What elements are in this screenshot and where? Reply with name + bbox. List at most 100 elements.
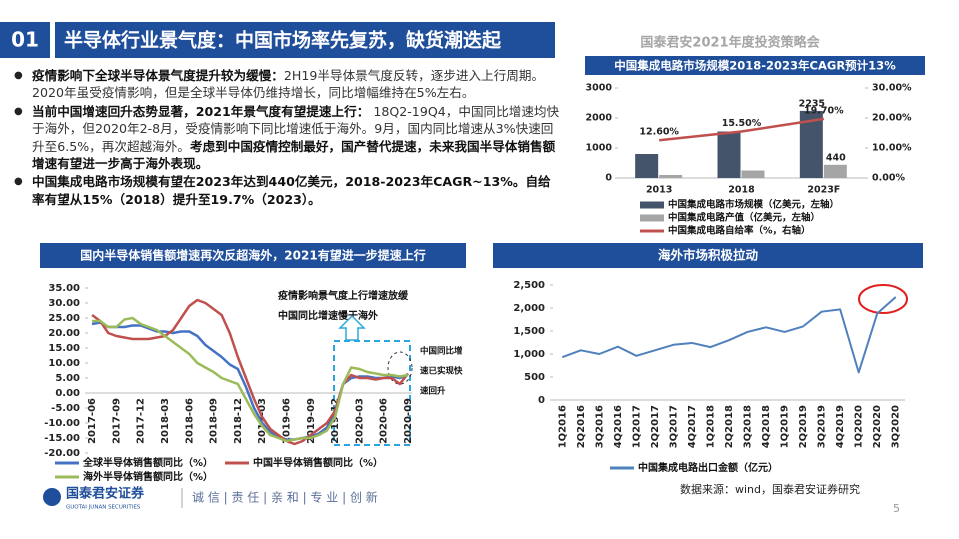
x-tick-label: 4Q2018 [761, 405, 772, 448]
x-tick-label: 2019-03 [257, 398, 268, 444]
annotation: 速回升 [420, 386, 446, 397]
y-tick-label: -20.00 [44, 448, 80, 459]
chart-title-bar [40, 243, 466, 268]
y-tick-label: 15.00 [48, 343, 80, 354]
bar [659, 175, 683, 178]
bullet-text: 中国集成电路市场规模有望在2023年达到440亿美元，2018-2023年CAG… [32, 174, 551, 207]
y-tick-label: 2,500 [513, 280, 545, 291]
chart-title: 中国集成电路市场规模2018-2023年CAGR预计13% [614, 59, 896, 73]
legend-label: 中国集成电路出口金额（亿元） [638, 461, 778, 474]
x-tick-label: 2018-03 [160, 398, 171, 444]
bullet: 当前中国增速回升态势显著，2021年景气度有望提速上行： 18Q2-19Q4，中… [14, 103, 562, 173]
section-number: 01 [11, 28, 39, 52]
y-tick-label: 10.00% [872, 143, 912, 154]
page-number: 5 [893, 502, 900, 515]
logo-text: 国泰君安证券 [66, 486, 145, 502]
x-tick-label: 4Q2017 [687, 405, 698, 448]
event-name: 国泰君安2021年度投资策略会 [640, 35, 820, 51]
annotation: 中国同比增 [420, 346, 463, 357]
y-tick-label: 1000 [586, 143, 613, 154]
y-tick-label: -10.00 [44, 418, 80, 429]
x-tick-label: 3Q2017 [668, 405, 679, 448]
y-tick-label: 3000 [586, 83, 613, 94]
slide-title: 半导体行业景气度：中国市场率先复苏，缺货潮迭起 [64, 29, 502, 52]
bullet-text: 18Q2-19Q4，中国同比增速均快于海外，但2020年2-8月，受疫情影响下同… [32, 103, 560, 154]
x-tick-label: 3Q2018 [743, 405, 754, 448]
legend-label: 中国集成电路市场规模（亿美元，左轴） [668, 199, 839, 211]
bar [799, 110, 823, 178]
legend-label: 全球半导体销售额同比（%） [82, 456, 213, 469]
x-tick-label: 2Q2020 [872, 405, 883, 448]
highlight-circle [858, 284, 908, 314]
data-line [659, 117, 825, 142]
x-tick-label: 2018-09 [209, 398, 220, 444]
y-tick-label: 10.00 [48, 358, 80, 369]
x-tick-label: 2019-12 [330, 398, 341, 444]
y-tick-label: 25.00 [48, 313, 80, 324]
y-tick-label: 1,000 [513, 349, 545, 360]
x-tick-label: 3Q2019 [817, 405, 828, 448]
annotation: 疫情影响景气度上行增速放缓 [278, 289, 409, 302]
bullet-text: 疫情影响下全球半导体景气度提升较为缓慢： [32, 68, 284, 83]
x-tick-label: 2019-06 [281, 398, 292, 444]
x-tick-label: 4Q2016 [613, 405, 624, 448]
data-label: 2235 [799, 98, 825, 109]
bullet-text: 2H19半导体景气度反转，逐步进入上行周期。2020年虽受疫情影响，但是全球半导… [32, 68, 545, 101]
x-tick-label: 1Q2019 [780, 405, 791, 448]
title-bar [55, 22, 555, 58]
bullet-text: 考虑到中国疫情控制最好，国产替代提速，未来我国半导体销售额增速有望进一步高于海外… [32, 138, 556, 172]
chart-title: 海外市场积极拉动 [658, 248, 759, 263]
y-tick-label: 2000 [586, 113, 613, 124]
y-tick-label: 30.00 [48, 298, 80, 309]
legend-label: 海外半导体销售额同比（%） [83, 470, 213, 483]
x-tick-label: 2023F [807, 185, 840, 196]
x-tick-label: 1Q2020 [854, 405, 865, 448]
logo-mark [43, 488, 61, 506]
data-line [91, 298, 409, 446]
y-tick-label: 20.00 [48, 328, 80, 339]
y-tick-label: 0.00 [55, 388, 80, 399]
section-box [0, 22, 50, 58]
x-tick-label: 2018-12 [233, 398, 244, 444]
bullet: 疫情影响下全球半导体景气度提升较为缓慢：2H19半导体景气度反转，逐步进入上行周… [14, 67, 562, 102]
y-tick-label: 20.00% [872, 113, 912, 124]
x-tick-label: 1Q2018 [705, 405, 716, 448]
x-tick-label: 2018-06 [184, 398, 195, 444]
x-tick-label: 1Q2017 [631, 405, 642, 448]
x-tick-label: 2020-06 [379, 398, 390, 444]
data-label: 19.70% [804, 105, 844, 116]
annotation: 中国同比增速慢于海外 [278, 309, 378, 322]
bar [717, 131, 741, 178]
legend-marker [640, 201, 664, 209]
y-tick-label: -5.00 [51, 403, 80, 414]
arrow [338, 314, 366, 341]
chart-title: 国内半导体销售额增速再次反超海外，2021有望进一步提速上行 [80, 248, 425, 263]
y-tick-label: 1,500 [513, 326, 545, 337]
motto: 诚 信 | 责 任 | 亲 和 | 专 业 | 创 新 [192, 490, 378, 505]
x-tick-label: 2Q2018 [724, 405, 735, 448]
data-label: 15.50% [722, 118, 762, 129]
y-tick-label: 0.00% [872, 173, 905, 184]
y-tick-label: 30.00% [872, 83, 912, 94]
x-tick-label: 2017-12 [136, 398, 147, 444]
legend-marker [640, 214, 664, 222]
x-tick-label: 2020-09 [403, 398, 414, 444]
bar [823, 164, 847, 178]
y-tick-label: 0 [538, 395, 545, 406]
source: 数据来源：wind，国泰君安证券研究 [680, 482, 860, 496]
x-tick-label: 2017-06 [87, 398, 98, 444]
y-tick-label: 35.00 [48, 283, 80, 294]
x-tick-label: 2017-09 [111, 398, 122, 444]
x-tick-label: 3Q2020 [891, 405, 902, 448]
legend-label: 中国半导体销售额同比（%） [253, 456, 383, 469]
y-tick-label: 500 [524, 372, 545, 383]
x-tick-label: 3Q2016 [594, 405, 605, 448]
annotation: 速已实现快 [420, 366, 463, 377]
y-tick-label: 5.00 [55, 373, 80, 384]
x-tick-label: 2Q2017 [650, 405, 661, 448]
bullet-text: 当前中国增速回升态势显著，2021年景气度有望提速上行： [32, 103, 370, 119]
bar [741, 170, 765, 178]
x-tick-label: 2Q2019 [798, 405, 809, 448]
